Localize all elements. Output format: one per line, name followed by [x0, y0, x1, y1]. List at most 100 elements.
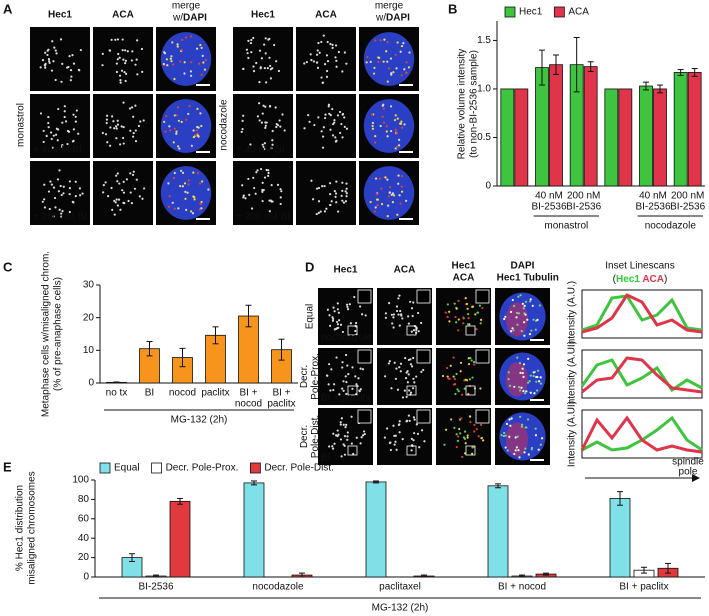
kinetochore — [481, 306, 484, 310]
kinetochore — [408, 51, 411, 54]
kinetochore — [322, 126, 325, 129]
condition-label: + 40 nM BI — [33, 145, 82, 156]
kinetochore — [464, 442, 467, 445]
kinetochore — [395, 367, 398, 370]
kinetochore — [321, 146, 325, 149]
kinetochore — [61, 62, 64, 65]
inset-source — [406, 325, 417, 336]
kinetochore — [371, 113, 374, 116]
kinetochore — [391, 322, 394, 325]
kinetochore — [513, 452, 516, 455]
kinetochore — [309, 53, 312, 56]
header: w/ — [375, 13, 386, 24]
kinetochore — [511, 298, 514, 302]
kinetochore — [399, 309, 402, 313]
kinetochore — [101, 64, 104, 67]
kinetochore — [334, 44, 338, 47]
kinetochore — [378, 177, 382, 180]
kinetochore — [69, 69, 73, 72]
kinetochore — [249, 41, 253, 45]
inset-source — [465, 325, 476, 336]
kinetochore — [354, 329, 357, 333]
kinetochore — [317, 211, 320, 214]
kinetochore — [75, 109, 78, 112]
kinetochore — [68, 180, 71, 183]
kinetochore — [530, 329, 533, 332]
y-tick-label: 10 — [83, 345, 95, 356]
kinetochore — [396, 145, 399, 148]
linescan-frame — [581, 349, 703, 399]
kinetochore — [399, 50, 402, 53]
y-axis-label: (% of pre-anaphase cells) — [53, 277, 64, 391]
kinetochore — [139, 120, 142, 123]
kinetochore — [175, 132, 178, 135]
micrograph — [296, 27, 356, 91]
kinetochore — [71, 140, 75, 143]
kinetochore — [168, 195, 171, 198]
kinetochore — [393, 443, 396, 446]
dapi-stain — [363, 99, 415, 153]
bar — [604, 88, 619, 187]
kinetochore — [468, 415, 472, 418]
kinetochore — [533, 392, 536, 395]
kinetochore — [339, 323, 343, 326]
kinetochore — [327, 363, 331, 366]
kinetochore — [122, 201, 125, 205]
kinetochore — [342, 423, 345, 426]
kinetochore — [333, 121, 336, 124]
kinetochore — [519, 415, 522, 418]
kinetochore — [462, 322, 465, 325]
kinetochore — [255, 171, 258, 174]
kinetochore — [117, 198, 121, 201]
y-tick-label: 0 — [485, 181, 491, 192]
kinetochore — [281, 113, 284, 116]
kinetochore — [176, 106, 180, 109]
kinetochore — [116, 180, 119, 183]
kinetochore — [271, 143, 274, 146]
inset — [416, 289, 431, 304]
kinetochore — [479, 387, 482, 390]
header: merge — [375, 1, 404, 12]
kinetochore — [343, 116, 346, 119]
inset — [416, 409, 431, 424]
kinetochore — [412, 416, 415, 419]
kinetochore — [527, 453, 530, 456]
kinetochore — [408, 419, 411, 422]
linescan-y-label: Intensity (A.U.) — [567, 281, 578, 347]
linescan-aca — [580, 415, 703, 454]
kinetochore — [333, 118, 336, 122]
kinetochore — [45, 134, 48, 138]
kinetochore — [479, 318, 483, 321]
kinetochore — [278, 119, 281, 122]
kinetochore — [63, 115, 66, 119]
kinetochore — [132, 131, 135, 135]
y-axis-label: Metaphase cells w/misaligned chrom. — [41, 251, 52, 417]
kinetochore — [328, 112, 331, 115]
kinetochore — [118, 74, 122, 77]
kinetochore — [529, 298, 532, 301]
kinetochore — [57, 190, 60, 193]
kinetochore — [397, 297, 400, 300]
kinetochore — [534, 427, 537, 430]
kinetochore — [277, 69, 281, 73]
kinetochore — [371, 127, 374, 130]
kinetochore — [325, 75, 329, 78]
kinetochore — [79, 194, 82, 197]
kinetochore — [463, 387, 466, 390]
kinetochore — [74, 115, 77, 118]
bar — [609, 498, 631, 578]
kinetochore — [253, 186, 256, 190]
kinetochore — [129, 129, 132, 132]
kinetochore — [378, 56, 381, 59]
kinetochore — [264, 126, 267, 129]
kinetochore — [263, 176, 267, 179]
kinetochore — [180, 48, 183, 52]
kinetochore — [457, 329, 460, 332]
kinetochore — [410, 365, 414, 368]
kinetochore — [504, 434, 507, 437]
y-tick-label: 0.5 — [477, 132, 491, 143]
kinetochore — [181, 185, 184, 188]
bar — [549, 64, 563, 187]
kinetochore — [104, 133, 108, 136]
kinetochore — [269, 68, 273, 71]
